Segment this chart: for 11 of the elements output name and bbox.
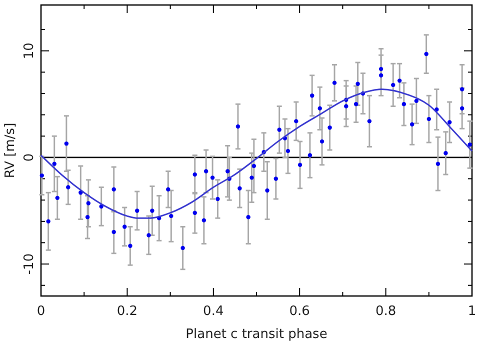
x-tick-label: 0.4	[203, 304, 224, 319]
y-axis-title: RV [m/s]	[3, 122, 18, 178]
y-tick-label: -10	[22, 253, 37, 275]
x-tick-label: 0.2	[116, 304, 138, 319]
x-tick-label: 0.6	[289, 304, 310, 319]
line-series	[40, 88, 473, 219]
y-tick-label: 10	[22, 42, 37, 60]
x-axis-title: Planet c transit phase	[186, 327, 328, 342]
x-tick-label: 0.8	[375, 304, 396, 319]
x-tick-label: 1	[468, 304, 476, 319]
y-tick-label: 0	[22, 153, 37, 162]
